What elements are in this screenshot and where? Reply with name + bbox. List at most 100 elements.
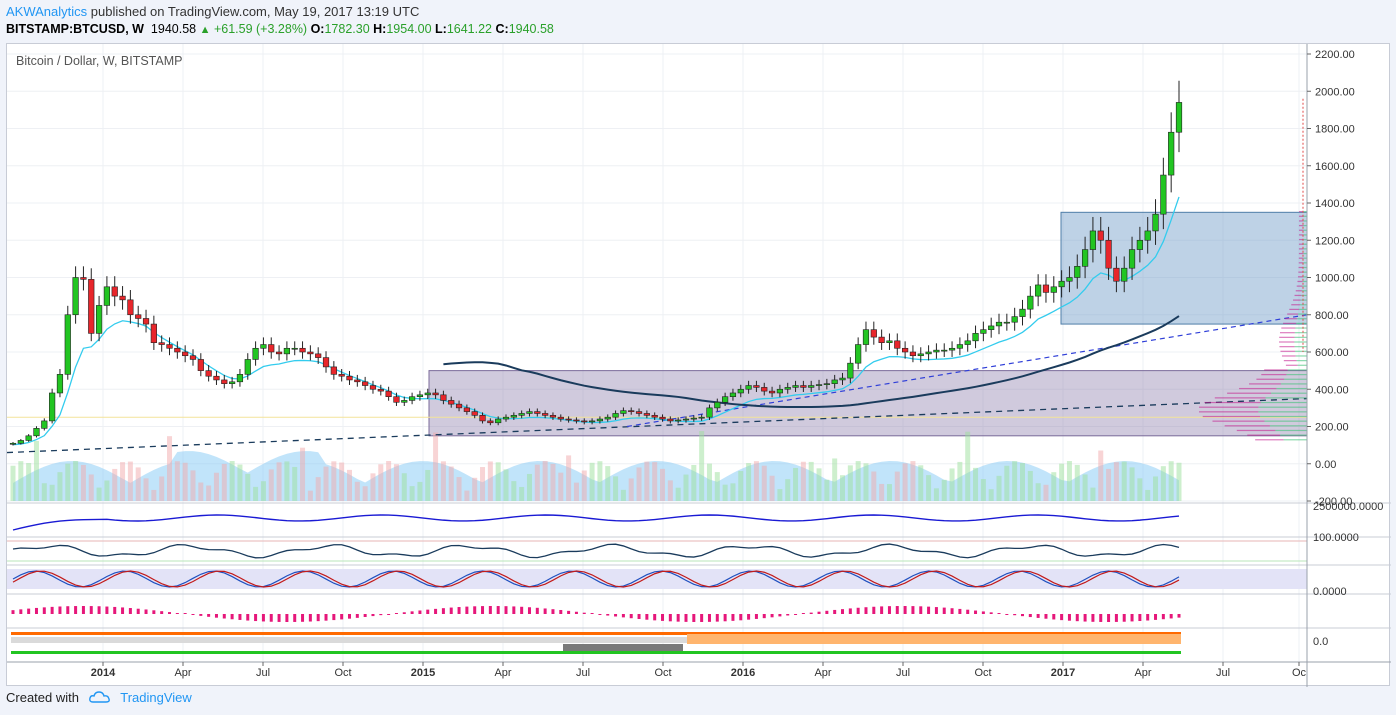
- volume-bar: [448, 466, 454, 501]
- volume-bar: [127, 461, 133, 501]
- candle-body: [651, 415, 658, 418]
- volume-bar: [1035, 483, 1041, 501]
- candle-body: [659, 416, 666, 420]
- volume-bar: [1168, 461, 1174, 501]
- volume-bar: [96, 487, 102, 501]
- volume-profile-bar: [1303, 248, 1307, 250]
- candle-body: [682, 418, 690, 421]
- volume-bar: [190, 470, 196, 501]
- volume-bar: [722, 484, 728, 501]
- histogram-bar: [723, 614, 727, 622]
- histogram-bar: [786, 614, 790, 616]
- candle-body: [41, 420, 48, 429]
- candle-body: [518, 413, 525, 416]
- candle-body: [299, 347, 306, 353]
- histogram-bar: [974, 610, 978, 614]
- histogram-bar: [700, 614, 704, 622]
- volume-bar: [433, 432, 439, 501]
- histogram-bar: [293, 614, 297, 622]
- histogram-bar: [175, 613, 179, 614]
- tradingview-link[interactable]: TradingView: [120, 690, 192, 705]
- volume-profile-bar: [1283, 360, 1297, 362]
- author-link[interactable]: AKWAnalytics: [6, 4, 88, 19]
- up-arrow-icon: ▲: [199, 24, 211, 36]
- candle-body: [596, 418, 604, 422]
- price-chart[interactable]: 2200.00 2000.00 1800.00 1600.00 1400.00 1200.…: [7, 44, 1391, 687]
- volume-profile-bar: [1297, 280, 1303, 283]
- volume-profile-bar: [1300, 299, 1307, 301]
- volume-profile-bar: [1285, 364, 1298, 366]
- histogram-bar: [379, 614, 383, 616]
- volume-bar: [503, 469, 509, 501]
- volume-bar: [1043, 484, 1049, 501]
- candle-body: [330, 366, 337, 375]
- volume-bar: [769, 475, 775, 501]
- candle-body: [1074, 266, 1081, 278]
- histogram-bar: [770, 614, 774, 618]
- histogram-bar: [661, 614, 665, 621]
- volume-bar: [1113, 462, 1119, 501]
- candle-body: [205, 370, 212, 377]
- chart-container[interactable]: 2200.00 2000.00 1800.00 1600.00 1400.00 1200.…: [6, 43, 1391, 687]
- histogram-bar: [512, 606, 516, 614]
- histogram-bar: [1114, 614, 1118, 622]
- volume-bar: [542, 461, 548, 501]
- volume-bar: [691, 464, 697, 501]
- volume-bar: [652, 462, 658, 501]
- candle-body: [487, 420, 494, 424]
- volume-profile-bar: [1261, 373, 1287, 376]
- volume-profile-bar: [1269, 425, 1307, 427]
- volume-profile-bar: [1298, 215, 1304, 217]
- histogram-bar: [582, 612, 586, 614]
- candle-body: [745, 385, 752, 390]
- volume-bar: [386, 461, 392, 501]
- volume-bar: [362, 486, 368, 501]
- candle-body: [1152, 213, 1159, 232]
- volume-bar: [526, 473, 532, 501]
- volume-bar: [57, 472, 63, 501]
- volume-bar: [495, 462, 501, 501]
- volume-bar: [1137, 478, 1143, 501]
- candle-body: [1066, 277, 1073, 282]
- volume-profile-bar: [1298, 238, 1304, 241]
- volume-profile-bar: [1289, 308, 1300, 311]
- candle-body: [776, 388, 783, 394]
- signal-strip-dark: [563, 644, 683, 652]
- histogram-bar: [418, 610, 422, 614]
- candle-body: [800, 385, 807, 388]
- candle-body: [1128, 249, 1136, 269]
- histogram-bar: [590, 613, 594, 614]
- candle-body: [291, 347, 298, 350]
- candle-body: [847, 362, 854, 379]
- candle-body: [346, 375, 353, 381]
- pane-scale-label: 100.0000: [1313, 532, 1359, 544]
- stoch-k-line: [12, 570, 1180, 588]
- volume-profile-bar: [1283, 322, 1297, 324]
- volume-profile-bar: [1303, 211, 1307, 213]
- volume-profile-bar: [1296, 360, 1307, 362]
- histogram-bar: [1028, 614, 1032, 618]
- histogram-bar: [324, 614, 328, 621]
- candle-body: [690, 417, 697, 420]
- volume-profile-bar: [1303, 252, 1307, 255]
- candle-body: [902, 347, 909, 353]
- volume-profile-bar: [1212, 420, 1265, 422]
- volume-bar: [667, 480, 673, 501]
- histogram-bar: [966, 609, 970, 614]
- candle-body: [377, 388, 384, 392]
- histogram-bar: [238, 614, 242, 620]
- histogram-bar: [301, 614, 305, 622]
- volume-bar: [339, 462, 345, 501]
- histogram-bar: [1169, 614, 1173, 619]
- candle-body: [808, 385, 815, 388]
- volume-bar: [910, 461, 916, 501]
- volume-profile-bar: [1258, 406, 1307, 408]
- volume-bar: [699, 431, 705, 501]
- histogram-bar: [269, 614, 273, 622]
- volume-bar: [401, 473, 407, 501]
- volume-bar: [918, 465, 924, 501]
- candle-body: [385, 390, 392, 397]
- volume-bar: [10, 465, 16, 501]
- header-bar: AKWAnalytics published on TradingView.co…: [0, 0, 1396, 42]
- volume-bar: [847, 465, 853, 501]
